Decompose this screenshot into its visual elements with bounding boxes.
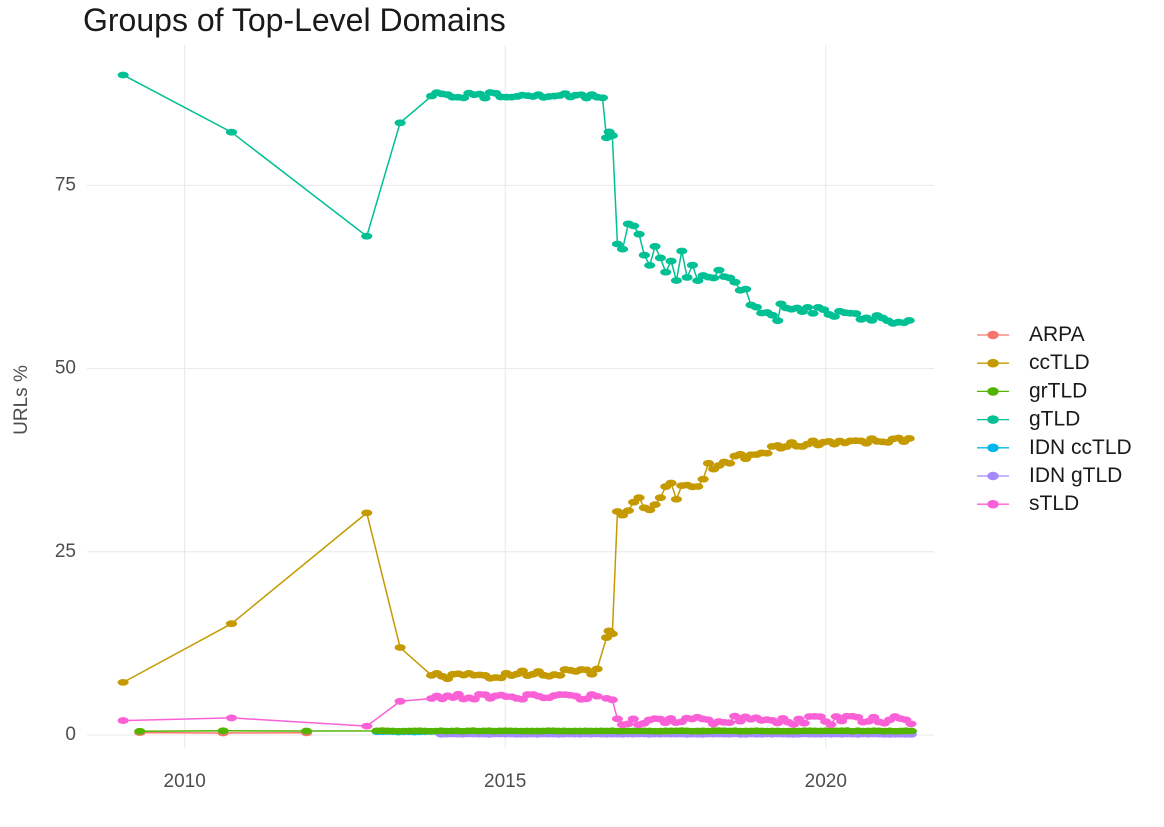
svg-text:25: 25 <box>55 541 76 562</box>
svg-text:75: 75 <box>55 174 76 195</box>
svg-text:IDN ccTLD: IDN ccTLD <box>1029 436 1132 459</box>
svg-text:2010: 2010 <box>164 771 206 792</box>
svg-text:2020: 2020 <box>805 771 847 792</box>
svg-text:IDN gTLD: IDN gTLD <box>1029 464 1122 487</box>
svg-text:50: 50 <box>55 358 76 379</box>
svg-text:2015: 2015 <box>484 771 526 792</box>
svg-text:ARPA: ARPA <box>1029 323 1085 346</box>
svg-text:0: 0 <box>65 724 76 745</box>
svg-text:URLs %: URLs % <box>11 365 32 435</box>
svg-text:sTLD: sTLD <box>1029 492 1079 515</box>
svg-text:ccTLD: ccTLD <box>1029 351 1090 374</box>
svg-text:grTLD: grTLD <box>1029 379 1087 402</box>
svg-text:gTLD: gTLD <box>1029 408 1080 431</box>
